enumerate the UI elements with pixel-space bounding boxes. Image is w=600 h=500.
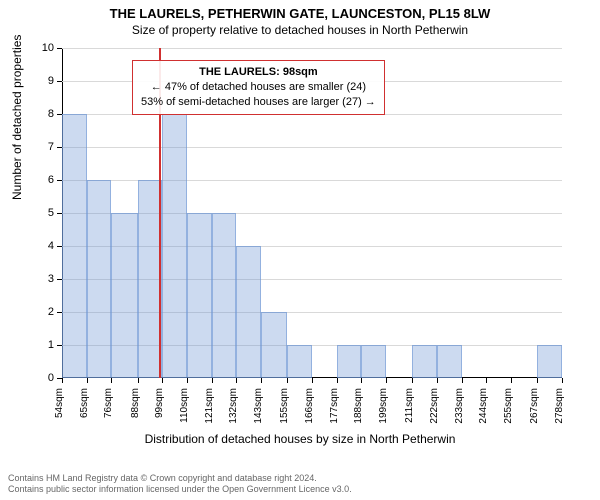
gridline — [62, 147, 562, 148]
footer: Contains HM Land Registry data © Crown c… — [8, 473, 352, 496]
histogram-bar — [162, 114, 187, 378]
histogram-bar — [236, 246, 261, 378]
xtick-mark — [287, 378, 288, 383]
xtick-mark — [462, 378, 463, 383]
xtick-mark — [138, 378, 139, 383]
xtick-mark — [62, 378, 63, 383]
xtick-mark — [87, 378, 88, 383]
annotation-title: THE LAURELS: 98sqm — [141, 65, 376, 80]
xtick-mark — [187, 378, 188, 383]
histogram-bar — [412, 345, 437, 378]
histogram-bar — [537, 345, 562, 378]
xtick-mark — [437, 378, 438, 383]
xtick-mark — [312, 378, 313, 383]
annotation-box: THE LAURELS: 98sqm← 47% of detached hous… — [132, 60, 385, 115]
xtick-mark — [537, 378, 538, 383]
chart-container: THE LAURELS, PETHERWIN GATE, LAUNCESTON,… — [0, 0, 600, 500]
chart-title: THE LAURELS, PETHERWIN GATE, LAUNCESTON,… — [0, 0, 600, 21]
ytick-label: 7 — [14, 141, 54, 153]
histogram-bar — [111, 213, 138, 378]
xtick-mark — [261, 378, 262, 383]
xtick-mark — [162, 378, 163, 383]
xtick-mark — [337, 378, 338, 383]
xtick-mark — [361, 378, 362, 383]
histogram-bar — [361, 345, 386, 378]
xtick-mark — [511, 378, 512, 383]
ytick-label: 1 — [14, 339, 54, 351]
x-axis-label: Distribution of detached houses by size … — [0, 432, 600, 446]
histogram-bar — [437, 345, 462, 378]
ytick-label: 6 — [14, 174, 54, 186]
annotation-line2: ← 47% of detached houses are smaller (24… — [141, 80, 376, 95]
histogram-bar — [212, 213, 237, 378]
histogram-bar — [187, 213, 212, 378]
ytick-label: 10 — [14, 42, 54, 54]
xtick-mark — [562, 378, 563, 383]
annotation-line3: 53% of semi-detached houses are larger (… — [141, 95, 376, 110]
xtick-mark — [486, 378, 487, 383]
histogram-bar — [261, 312, 288, 378]
xtick-mark — [111, 378, 112, 383]
ytick-label: 5 — [14, 207, 54, 219]
chart-subtitle: Size of property relative to detached ho… — [0, 21, 600, 37]
ytick-label: 3 — [14, 273, 54, 285]
ytick-label: 9 — [14, 75, 54, 87]
histogram-bar — [62, 114, 87, 378]
ytick-label: 2 — [14, 306, 54, 318]
ytick-mark — [57, 48, 62, 49]
ytick-label: 8 — [14, 108, 54, 120]
ytick-mark — [57, 81, 62, 82]
footer-line1: Contains HM Land Registry data © Crown c… — [8, 473, 352, 485]
xtick-mark — [212, 378, 213, 383]
histogram-bar — [337, 345, 362, 378]
footer-line2: Contains public sector information licen… — [8, 484, 352, 496]
ytick-label: 0 — [14, 372, 54, 384]
plot-area: 01234567891054sqm65sqm76sqm88sqm99sqm110… — [62, 48, 562, 378]
ytick-label: 4 — [14, 240, 54, 252]
histogram-bar — [87, 180, 112, 378]
gridline — [62, 48, 562, 49]
xtick-mark — [412, 378, 413, 383]
plot: 01234567891054sqm65sqm76sqm88sqm99sqm110… — [62, 48, 562, 378]
histogram-bar — [287, 345, 312, 378]
xtick-mark — [236, 378, 237, 383]
xtick-mark — [386, 378, 387, 383]
